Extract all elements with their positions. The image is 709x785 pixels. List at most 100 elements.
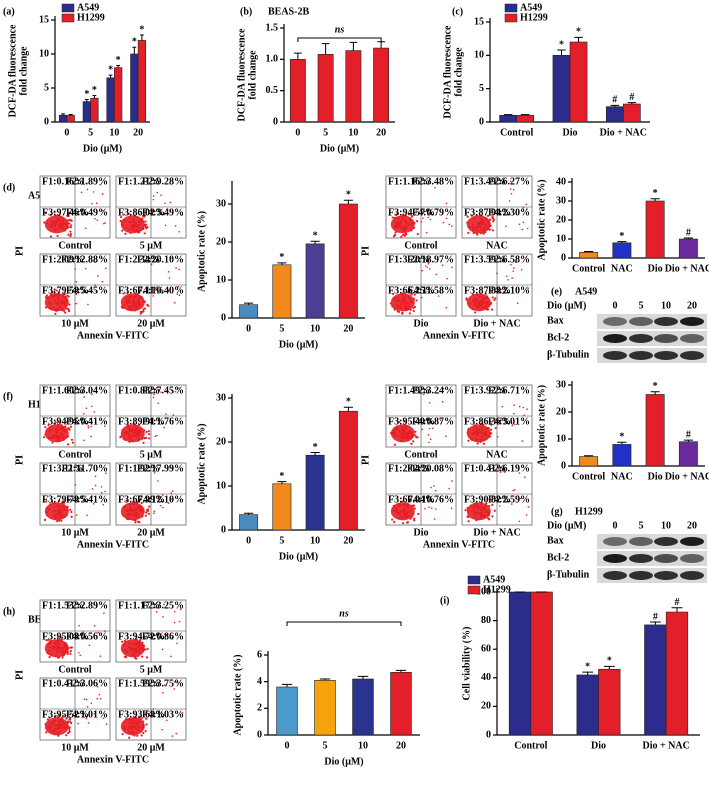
quadrant-label: F3:90.82%	[464, 494, 511, 505]
plot-name: 5 μM	[140, 240, 163, 251]
cell-dot	[54, 714, 57, 718]
cell-dot	[157, 499, 160, 501]
cell-dot	[474, 311, 477, 314]
bar	[114, 67, 123, 123]
bar	[276, 686, 298, 736]
cell-dot	[138, 521, 141, 524]
cell-dot	[448, 487, 450, 490]
blot-band	[603, 334, 627, 343]
cell-dot	[95, 202, 98, 205]
cell-dot	[401, 233, 405, 237]
cell-dot	[166, 719, 168, 722]
cell-dot	[60, 636, 63, 639]
significance-mark: *	[84, 89, 89, 100]
panel-label: (h)	[3, 606, 15, 617]
cell-dot	[525, 203, 528, 206]
cell-dot	[82, 631, 85, 633]
cell-dot	[142, 215, 145, 218]
dose-value: 20	[687, 300, 697, 311]
bar	[82, 101, 91, 123]
cell-dot	[429, 268, 431, 270]
cell-dot	[173, 621, 176, 624]
bar	[345, 50, 362, 123]
cell-dot	[142, 441, 145, 445]
dose-value: 0	[613, 300, 618, 311]
error-bar	[395, 669, 407, 673]
cell-dot	[162, 616, 164, 618]
x-axis-label: Dio (μM)	[279, 339, 318, 350]
significance-mark: *	[585, 661, 590, 672]
cell-dot	[69, 508, 72, 511]
error-bar	[321, 43, 330, 55]
cell-dot	[87, 426, 90, 429]
error-bar	[343, 199, 353, 204]
quadrant-label: F4:12.10%	[137, 494, 184, 505]
cell-dot	[400, 235, 403, 238]
error-bar	[683, 439, 693, 442]
cell-dot	[527, 287, 530, 289]
cell-dot	[491, 503, 494, 506]
cell-dot	[43, 221, 46, 224]
x-tick-label: 10	[109, 127, 119, 138]
cell-dot	[467, 439, 470, 442]
blot-band	[680, 537, 704, 546]
panel-label: (e)	[551, 286, 562, 297]
cell-cluster	[44, 424, 69, 443]
y-tick-label: 0	[486, 729, 491, 740]
y-tick-label: 0	[221, 312, 226, 323]
quadrant-label: F1:0.16%	[42, 176, 84, 187]
x-axis-label: Annexin V-FITC	[77, 754, 149, 765]
cell-dot	[176, 293, 179, 296]
bar	[612, 242, 632, 259]
legend-swatch	[61, 3, 75, 13]
cell-dot	[99, 697, 102, 700]
cell-dot	[466, 515, 469, 518]
cell-dot	[164, 684, 166, 686]
cell-dot	[68, 219, 72, 222]
significance-mark: *	[607, 656, 612, 667]
cell-dot	[518, 223, 521, 226]
cell-dot	[412, 309, 415, 313]
bar	[66, 114, 75, 123]
bar	[605, 106, 624, 123]
y-tick-label: 40	[556, 176, 566, 187]
y-axis-label: DCF-DA fluorescence	[236, 28, 247, 121]
cell-dot	[484, 292, 487, 295]
cell-cluster	[120, 639, 145, 658]
bar	[678, 238, 698, 259]
cell-dot	[120, 640, 124, 643]
y-axis-label: Apoptotic rate (%)	[196, 211, 207, 292]
cell-dot	[152, 295, 154, 297]
cell-dot	[87, 425, 90, 427]
y-tick-label: 20	[556, 406, 566, 417]
cell-cluster	[466, 502, 491, 521]
bar	[305, 243, 325, 319]
cell-dot	[415, 436, 418, 439]
cell-cluster	[44, 293, 69, 312]
cell-dot	[143, 232, 146, 235]
cell-dot	[93, 712, 96, 715]
cell-dot	[144, 730, 147, 733]
dose-value: 5	[639, 300, 644, 311]
error-bar	[349, 41, 358, 51]
cell-dot	[412, 504, 416, 507]
cell-dot	[92, 503, 95, 505]
quadrant-label: F2:7.45%	[142, 385, 184, 396]
y-tick-label: 1.5	[266, 22, 279, 33]
cell-dot	[429, 218, 432, 221]
blot-row-label: Bcl-2	[547, 332, 569, 343]
cell-dot	[147, 430, 151, 433]
bar	[623, 103, 641, 123]
y-tick-label: 20	[481, 701, 491, 712]
bar	[338, 410, 358, 531]
error-bar	[584, 455, 594, 457]
cell-dot	[509, 180, 512, 183]
blot-band	[680, 571, 704, 580]
cell-dot	[430, 507, 433, 509]
cell-dot	[421, 428, 424, 431]
cell-dot	[137, 423, 141, 426]
cell-dot	[76, 496, 79, 499]
cell-dot	[164, 202, 166, 204]
cell-dot	[68, 303, 71, 306]
cell-dot	[465, 297, 468, 300]
